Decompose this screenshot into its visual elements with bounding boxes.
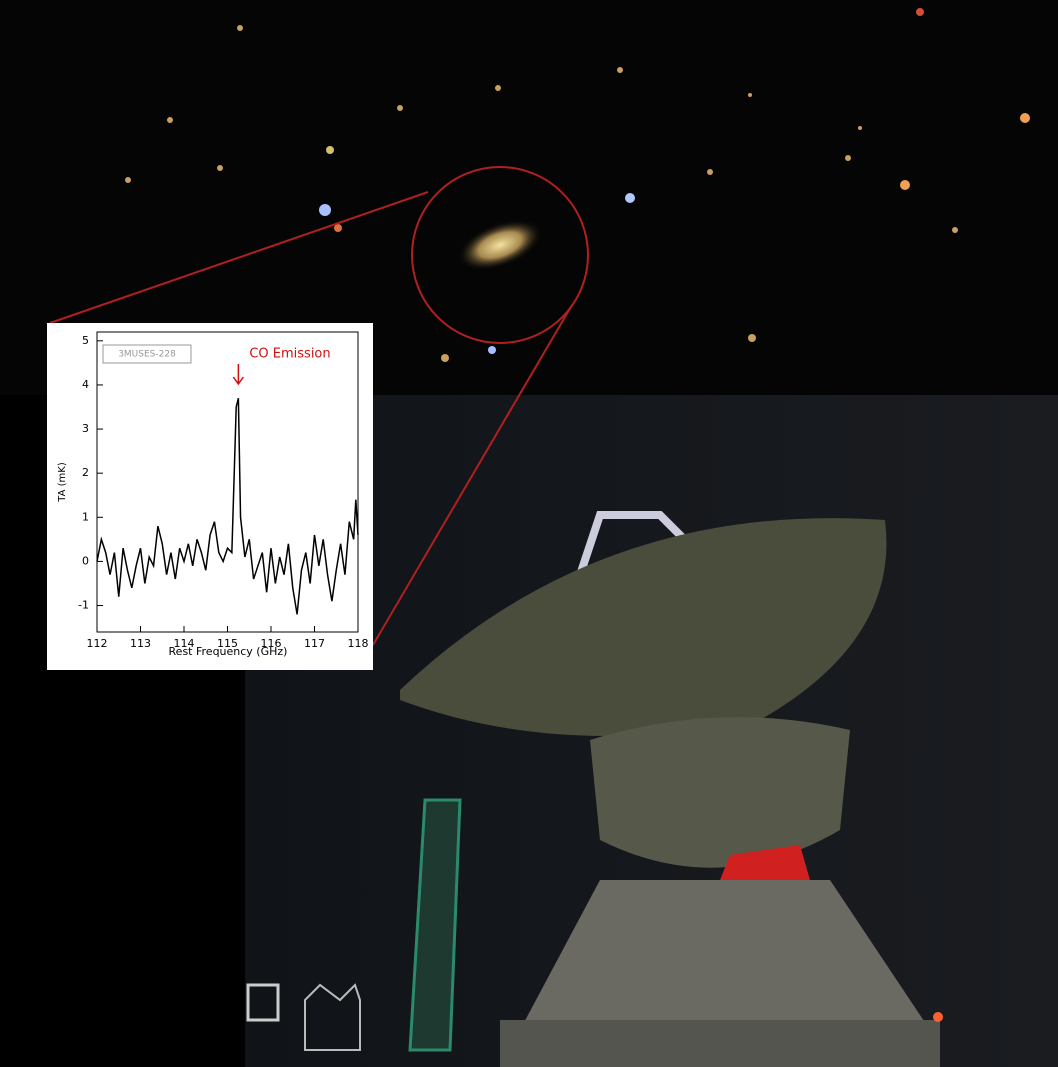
inset-panel bbox=[47, 323, 373, 670]
y-axis-label: TA (mK) bbox=[57, 462, 68, 503]
x-tick-label: 116 bbox=[261, 637, 282, 650]
x-tick-label: 112 bbox=[87, 637, 108, 650]
y-tick-label: 5 bbox=[82, 334, 89, 347]
scene: 3MUSES-228 CO Emission Rest Frequency (G… bbox=[0, 0, 1058, 1067]
x-tick-label: 114 bbox=[174, 637, 195, 650]
y-tick-label: 1 bbox=[82, 510, 89, 523]
y-tick-label: 2 bbox=[82, 466, 89, 479]
x-tick-label: 113 bbox=[130, 637, 151, 650]
annotation: CO Emission bbox=[249, 347, 330, 362]
y-tick-label: 3 bbox=[82, 422, 89, 435]
x-tick-label: 117 bbox=[304, 637, 325, 650]
y-tick-label: 0 bbox=[82, 554, 89, 567]
x-tick-label: 115 bbox=[217, 637, 238, 650]
y-tick-label: -1 bbox=[78, 599, 89, 612]
x-tick-label: 118 bbox=[348, 637, 369, 650]
y-tick-label: 4 bbox=[82, 378, 89, 391]
legend-label: 3MUSES-228 bbox=[118, 350, 176, 360]
